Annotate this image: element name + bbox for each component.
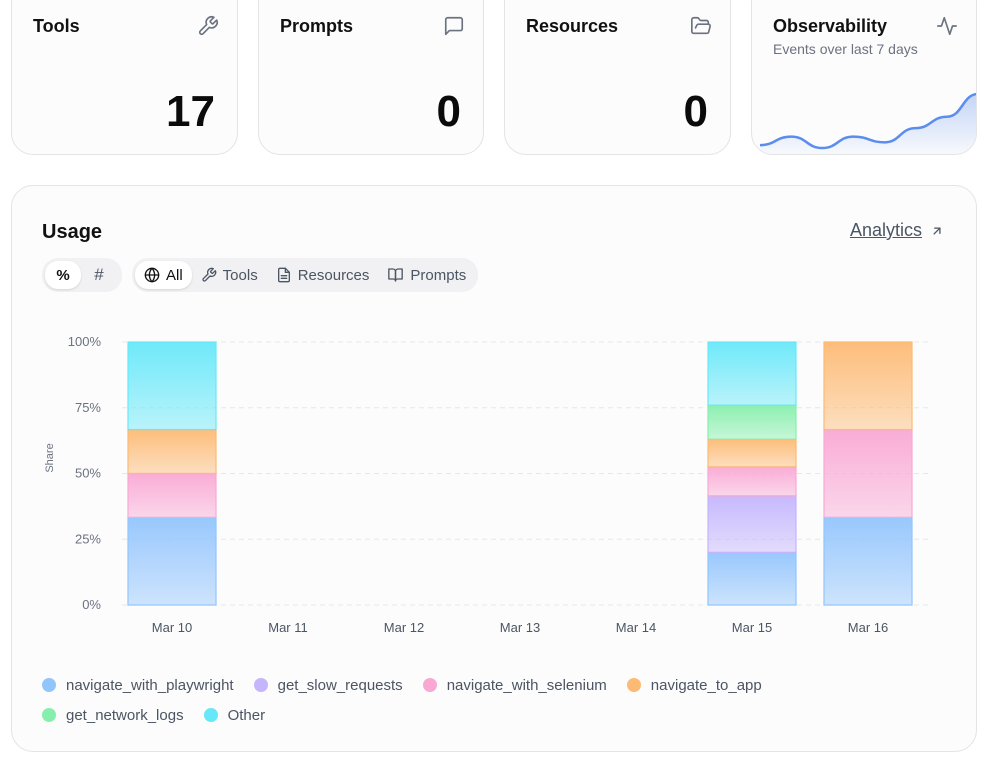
x-tick-label: Mar 16 xyxy=(848,620,888,635)
book-open-icon xyxy=(388,268,404,282)
legend-item[interactable]: get_network_logs xyxy=(42,700,184,730)
stat-card-tools: Tools 17 xyxy=(11,0,238,155)
y-tick-label: 100% xyxy=(68,334,102,349)
legend-label: Other xyxy=(227,706,266,724)
globe-icon xyxy=(144,267,160,283)
stat-title: Resources xyxy=(526,16,619,36)
wrench-icon xyxy=(202,267,216,282)
filter-all-label: All xyxy=(166,266,183,284)
bar-segment[interactable] xyxy=(127,472,217,519)
count-label: # xyxy=(94,265,104,284)
bar-segment[interactable] xyxy=(707,551,797,606)
legend-label: navigate_to_app xyxy=(650,676,762,694)
stat-card-prompts: Prompts 0 xyxy=(258,0,484,155)
stat-title: Tools xyxy=(33,16,80,36)
bar-segment[interactable] xyxy=(127,516,217,606)
bar-segment[interactable] xyxy=(127,428,217,475)
bar-segment[interactable] xyxy=(127,341,217,431)
x-tick-label: Mar 14 xyxy=(616,620,656,635)
bar-segment[interactable] xyxy=(707,341,797,406)
file-text-icon xyxy=(277,267,290,283)
x-tick-label: Mar 15 xyxy=(732,620,772,635)
legend-label: navigate_with_selenium xyxy=(446,676,607,694)
message-square-icon xyxy=(444,16,464,36)
bar-segment[interactable] xyxy=(707,404,797,440)
type-filter: All Tools Resources Prompts xyxy=(132,258,479,292)
y-tick-label: 75% xyxy=(75,400,101,415)
stat-value: 0 xyxy=(436,87,461,136)
arrow-up-right-icon xyxy=(933,226,941,235)
stat-value: 0 xyxy=(683,87,708,136)
observability-card[interactable]: Observability Events over last 7 days xyxy=(751,0,977,155)
wrench-icon xyxy=(198,16,218,36)
legend-swatch xyxy=(42,678,56,692)
bar-segment[interactable] xyxy=(707,466,797,497)
legend-swatch xyxy=(422,678,437,692)
x-tick-label: Mar 11 xyxy=(268,620,308,635)
legend-swatch xyxy=(253,678,268,692)
percent-mode-button[interactable]: % xyxy=(45,261,81,289)
filter-tools[interactable]: Tools xyxy=(192,261,267,289)
filter-prompts-label: Prompts xyxy=(410,266,467,284)
y-tick-label: 0% xyxy=(82,597,101,612)
mode-toggle: % # xyxy=(42,258,122,292)
activity-icon xyxy=(937,16,957,36)
legend-label: get_network_logs xyxy=(66,706,184,724)
filter-resources[interactable]: Resources xyxy=(267,261,379,289)
bar-segment[interactable] xyxy=(707,495,797,554)
sparkline-chart xyxy=(759,93,976,154)
y-tick-label: 50% xyxy=(75,466,101,481)
y-tick-label: 25% xyxy=(75,531,101,546)
stat-title: Prompts xyxy=(280,16,354,36)
bar-segment[interactable] xyxy=(823,516,913,606)
legend-item[interactable]: get_slow_requests xyxy=(253,670,403,700)
folder-open-icon xyxy=(691,16,711,35)
legend-item[interactable]: navigate_with_playwright xyxy=(42,670,234,700)
analytics-link[interactable]: Analytics xyxy=(850,220,944,241)
analytics-label: Analytics xyxy=(849,220,922,240)
chart-legend: navigate_with_playwright get_slow_request… xyxy=(42,670,942,730)
usage-chart: 0% 25% 50% 75% 100% Share Mar 10 Mar 11 Mar 12 Ma… xyxy=(44,334,932,635)
usage-card: Usage Analytics % # All Tools Resources … xyxy=(11,185,977,752)
stat-value: 17 xyxy=(166,87,215,136)
sparkline-area xyxy=(760,94,976,154)
observability-subtitle: Events over last 7 days xyxy=(773,41,918,57)
legend-label: navigate_with_playwright xyxy=(66,676,234,694)
legend-item[interactable]: Other xyxy=(203,700,266,730)
y-axis-label: Share xyxy=(44,443,56,472)
bar-segment[interactable] xyxy=(707,438,797,468)
legend-label: get_slow_requests xyxy=(277,676,403,694)
filter-prompts[interactable]: Prompts xyxy=(378,261,475,289)
legend-swatch xyxy=(42,708,56,722)
filter-all[interactable]: All xyxy=(135,261,192,289)
filter-resources-label: Resources xyxy=(297,266,370,284)
x-tick-label: Mar 13 xyxy=(500,620,540,635)
x-tick-label: Mar 12 xyxy=(384,620,424,635)
legend-item[interactable]: navigate_to_app xyxy=(626,670,762,700)
percent-label: % xyxy=(56,266,70,284)
legend-swatch xyxy=(203,708,218,722)
observability-title: Observability xyxy=(773,16,888,36)
x-tick-label: Mar 10 xyxy=(152,620,192,635)
bar-segment[interactable] xyxy=(823,341,913,431)
legend-swatch xyxy=(626,678,641,692)
legend-item[interactable]: navigate_with_selenium xyxy=(422,670,607,700)
filter-tools-label: Tools xyxy=(222,266,258,284)
bar-segment[interactable] xyxy=(823,428,913,519)
usage-title: Usage xyxy=(42,221,103,243)
count-mode-button[interactable]: # xyxy=(81,261,117,289)
stat-card-resources: Resources 0 xyxy=(504,0,731,155)
sparkline-line xyxy=(759,93,976,150)
